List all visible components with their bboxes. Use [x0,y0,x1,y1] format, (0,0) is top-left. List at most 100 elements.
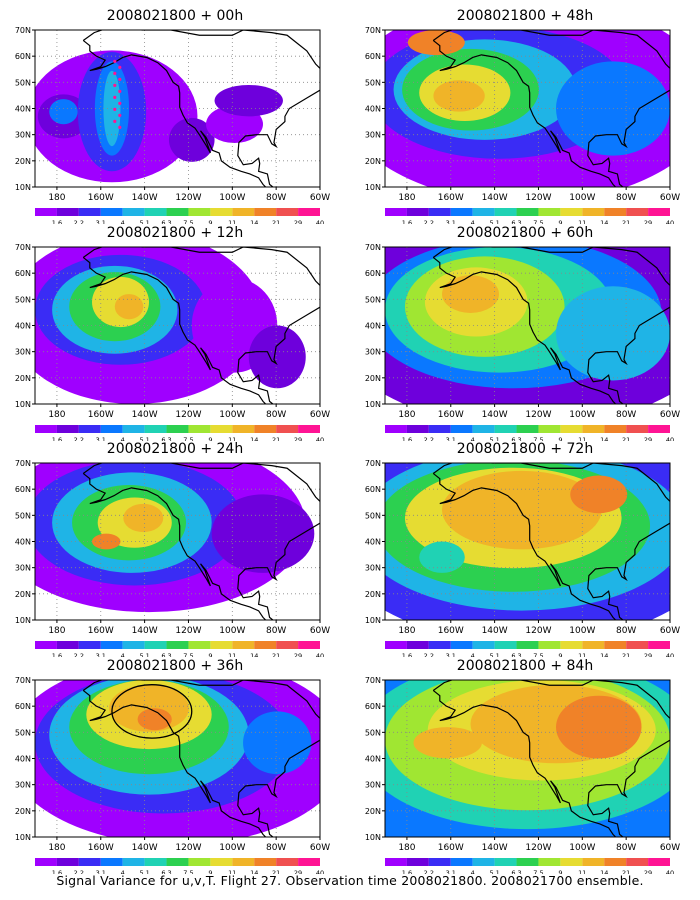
colorbar-label: 1.6 [52,869,62,874]
colorbar-swatch [144,641,167,649]
y-tick-label: 10N [15,616,31,625]
map-panel-1: 10N 20N 30N 40N 50N 60N 70N 180 160W 140W 120W 100W… [0,225,350,441]
colorbar-swatch [298,858,320,866]
panel-title: 2008021800 + 48h [456,8,594,24]
colorbar-label: 29 [294,219,302,224]
variance-contour [214,84,283,117]
variance-field [385,680,670,837]
colorbar-label: 9 [208,219,212,224]
observation-point [118,125,122,129]
observation-point [113,83,117,87]
variance-contour [442,470,602,550]
x-tick-label: 100W [569,843,595,853]
y-tick-label: 30N [15,781,31,790]
colorbar-swatch [516,858,539,866]
variance-field [385,247,670,404]
x-tick-label: 160W [88,843,114,853]
x-tick-label: 160W [88,410,114,420]
colorbar-swatch [78,208,101,216]
y-tick-label: 50N [15,295,31,304]
colorbar-swatch [472,858,495,866]
colorbar-swatch [604,208,627,216]
x-tick-label: 100W [569,193,595,203]
colorbar-label: 9 [208,436,212,441]
map-svg: 10N 20N 30N 40N 50N 60N 70N 180 160W 140W 120W 100W… [365,243,680,441]
variance-contour [92,533,121,550]
colorbar-label: 2.2 [424,436,434,441]
x-tick-label: 120W [525,410,551,420]
colorbar-swatch [494,425,517,433]
x-tick-label: 80W [616,193,636,203]
colorbar-label: 21 [622,219,630,224]
colorbar-swatch [276,208,299,216]
colorbar-label: 1.6 [52,652,62,657]
colorbar-label: 40 [316,219,324,224]
colorbar-swatch [582,641,605,649]
coastline [432,30,670,187]
colorbar-label: 4 [471,652,475,657]
x-tick-label: 140W [132,193,158,203]
colorbar-swatch [648,858,670,866]
colorbar-label: 4 [471,219,475,224]
colorbar-swatch [428,641,451,649]
colorbar-swatch [78,858,101,866]
y-tick-label: 60N [15,269,31,278]
coastline [432,247,670,404]
colorbar-label: 1.6 [402,869,412,874]
observation-point [118,89,122,93]
colorbar-label: 2.2 [74,869,84,874]
panel-title: 2008021800 + 24h [106,441,244,457]
variance-contour [168,117,215,162]
colorbar-label: 14 [600,652,608,657]
colorbar-swatch [560,858,583,866]
colorbar-label: 29 [644,219,652,224]
variance-contour [248,325,306,389]
colorbar-label: 6.3 [511,652,521,657]
x-tick-label: 80W [266,193,286,203]
colorbar-label: 11 [228,436,236,441]
variance-contour [211,494,315,573]
colorbar-label: 3.1 [96,219,106,224]
colorbar-swatch [298,641,320,649]
variance-contour [413,727,482,759]
colorbar-swatch [582,425,605,433]
colorbar-swatch [450,641,473,649]
colorbar-swatch [516,208,539,216]
variance-contour [419,541,465,573]
colorbar-label: 1.6 [402,219,412,224]
colorbar-label: 7.5 [183,436,193,441]
colorbar-label: 4 [471,436,475,441]
colorbar-swatch [385,858,407,866]
y-tick-label: 10N [15,833,31,842]
colorbar-label: 4 [471,869,475,874]
colorbar-swatch [100,858,123,866]
colorbar-label: 1.6 [402,436,412,441]
colorbar-swatch [450,425,473,433]
colorbar-swatch [56,425,79,433]
x-tick-label: 60W [660,626,680,636]
colorbar-label: 21 [622,436,630,441]
observation-point [113,71,117,75]
colorbar-label: 2.2 [74,219,84,224]
variance-contour [123,503,164,533]
colorbar-swatch [144,858,167,866]
colorbar-label: 3.1 [446,652,456,657]
y-tick-label: 50N [365,78,381,87]
variance-contour [35,50,198,183]
colorbar-swatch [626,641,649,649]
map-svg: 10N 20N 30N 40N 50N 60N 70N 180 160W 140W 120W 100W… [365,676,680,874]
colorbar-label: 5.1 [139,219,149,224]
map-panel-3: 10N 20N 30N 40N 50N 60N 70N 180 160W 140W 120W 100W… [0,658,350,874]
y-tick-label: 20N [15,374,31,383]
x-tick-label: 80W [266,843,286,853]
variance-field [385,463,670,620]
colorbar-swatch [516,641,539,649]
colorbar-swatch [56,858,79,866]
colorbar-swatch [166,641,189,649]
observation-point [113,95,117,99]
colorbar-label: 14 [250,436,258,441]
x-tick-label: 160W [88,193,114,203]
x-tick-label: 140W [482,410,508,420]
map-panel-4: 10N 20N 30N 40N 50N 60N 70N 180 160W 140W 120W 100W… [350,8,700,224]
colorbar-label: 29 [294,436,302,441]
